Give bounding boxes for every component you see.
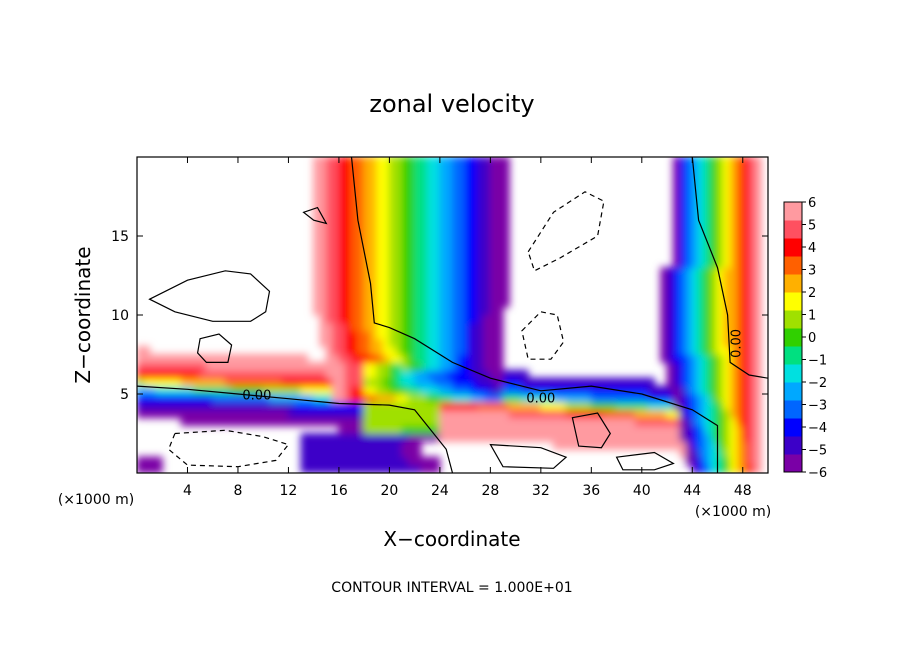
colorbar-swatch [784,418,802,437]
x-tick-label: 40 [633,483,651,499]
contour-dashed-1 [527,191,605,272]
zero-contour-right [691,157,768,379]
colorbar-tick-label: 1 [808,309,816,324]
contour-blob-6 [615,451,675,471]
contour-blob-3 [196,333,233,363]
contour-label: 0.00 [729,329,744,358]
colorbar-swatch [784,202,802,221]
colorbar-swatch [784,328,802,347]
zero-contour-left [137,385,454,473]
colorbar-swatch [784,400,802,419]
contour-dashed-3 [167,429,290,468]
x-unit-right: (×1000 m) [695,504,771,520]
colorbar-swatch [784,274,802,293]
x-tick-label: 8 [233,483,242,499]
colorbar-tick-label: 6 [808,196,816,211]
colorbar: 6 5 4 3 2 1 0 −1 −2 −3 −4 −5 −6 [783,196,827,481]
contour-label: 0.00 [526,392,555,407]
y-tick-label: 10 [111,308,129,324]
x-tick-label: 12 [280,483,298,499]
colorbar-tick-label: 3 [808,264,816,279]
contour-blob-4 [571,412,612,449]
contour-blob-1 [148,270,271,322]
x-tick-label: 48 [734,483,752,499]
x-unit-left: (×1000 m) [58,492,134,508]
x-tick-label: 16 [330,483,348,499]
colorbar-tick-label: 4 [808,241,816,256]
colorbar-tick-label: 5 [808,219,816,234]
contour-lines [137,157,768,473]
velocity-field [137,157,763,473]
x-axis-label: X−coordinate [383,527,520,551]
colorbar-tick-label: −6 [808,466,827,481]
contour-interval-note: CONTOUR INTERVAL = 1.000E+01 [331,580,572,596]
y-tick-label: 5 [120,387,129,403]
x-tick-label: 20 [380,483,398,499]
colorbar-tick-label: −1 [808,354,827,369]
y-axis-label: Z−coordinate [71,246,95,383]
colorbar-swatch [784,382,802,401]
x-tick-label: 32 [532,483,550,499]
x-tick-label: 36 [582,483,600,499]
colorbar-swatch [784,364,802,383]
y-tick-label: 15 [111,229,129,245]
colorbar-swatch [784,238,802,257]
colorbar-tick-label: 0 [808,331,816,346]
colorbar-swatch [784,454,802,473]
x-tick-label: 4 [183,483,192,499]
x-tick-label: 28 [481,483,499,499]
colorbar-swatch [784,310,802,329]
colorbar-tick-label: −4 [808,421,827,436]
colorbar-tick-label: −2 [808,376,827,391]
colorbar-swatch [784,220,802,239]
x-tick-label: 24 [431,483,449,499]
colorbar-tick-label: −3 [808,399,827,414]
colorbar-swatch [784,436,802,455]
contour-blob-5 [489,443,568,469]
contour-labels: 0.00 0.00 0.00 [242,329,744,407]
colorbar-tick-label: 2 [808,286,816,301]
colorbar-swatch [784,346,802,365]
x-tick-label: 44 [683,483,701,499]
chart-title: zonal velocity [369,90,534,118]
x-axis-ticks: 4 8 12 16 20 24 28 32 36 40 44 48 [183,157,752,499]
colorbar-tick-label: −5 [808,444,827,459]
contour-blob-2 [302,206,328,225]
colorbar-swatch [784,292,802,311]
contour-label: 0.00 [242,389,271,404]
zero-contour-center [350,157,719,473]
colorbar-swatch [784,256,802,275]
y-axis-ticks: 5 10 15 [111,229,768,403]
